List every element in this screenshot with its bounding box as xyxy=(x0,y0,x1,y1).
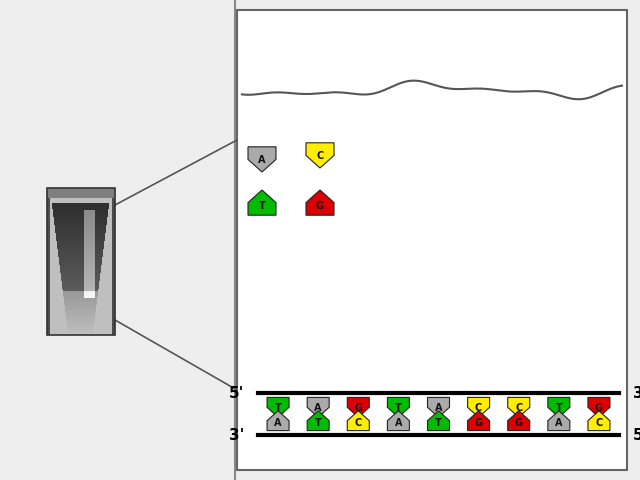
Polygon shape xyxy=(508,397,530,417)
Text: G: G xyxy=(595,403,603,413)
Polygon shape xyxy=(307,411,329,431)
Polygon shape xyxy=(248,147,276,172)
Polygon shape xyxy=(588,397,610,417)
Text: T: T xyxy=(315,419,321,428)
Polygon shape xyxy=(548,411,570,431)
Text: 3': 3' xyxy=(633,385,640,400)
Text: T: T xyxy=(275,403,282,413)
Polygon shape xyxy=(468,397,490,417)
Polygon shape xyxy=(548,397,570,417)
Polygon shape xyxy=(588,411,610,431)
Polygon shape xyxy=(387,397,410,417)
Polygon shape xyxy=(306,190,334,215)
Text: G: G xyxy=(316,201,324,211)
Text: 5': 5' xyxy=(228,385,244,400)
Polygon shape xyxy=(508,411,530,431)
Text: G: G xyxy=(355,403,362,413)
Polygon shape xyxy=(267,411,289,431)
Polygon shape xyxy=(307,397,329,417)
Bar xyxy=(237,10,627,470)
Bar xyxy=(47,188,115,335)
Text: A: A xyxy=(259,155,266,165)
Text: 5': 5' xyxy=(633,428,640,443)
Text: C: C xyxy=(595,419,603,428)
Text: A: A xyxy=(555,419,563,428)
Polygon shape xyxy=(306,143,334,168)
Polygon shape xyxy=(348,397,369,417)
Text: C: C xyxy=(475,403,482,413)
Text: G: G xyxy=(515,419,523,428)
Text: A: A xyxy=(314,403,322,413)
Text: G: G xyxy=(475,419,483,428)
Text: A: A xyxy=(395,419,402,428)
Text: A: A xyxy=(275,419,282,428)
Text: T: T xyxy=(259,201,266,211)
Text: C: C xyxy=(316,151,324,161)
Text: T: T xyxy=(556,403,562,413)
Text: C: C xyxy=(515,403,522,413)
Polygon shape xyxy=(428,411,449,431)
Polygon shape xyxy=(267,397,289,417)
Text: T: T xyxy=(395,403,402,413)
Text: A: A xyxy=(435,403,442,413)
Text: 3': 3' xyxy=(228,428,244,443)
Text: C: C xyxy=(355,419,362,428)
Polygon shape xyxy=(428,397,449,417)
Polygon shape xyxy=(348,411,369,431)
Polygon shape xyxy=(248,190,276,215)
Polygon shape xyxy=(387,411,410,431)
Polygon shape xyxy=(468,411,490,431)
Text: T: T xyxy=(435,419,442,428)
